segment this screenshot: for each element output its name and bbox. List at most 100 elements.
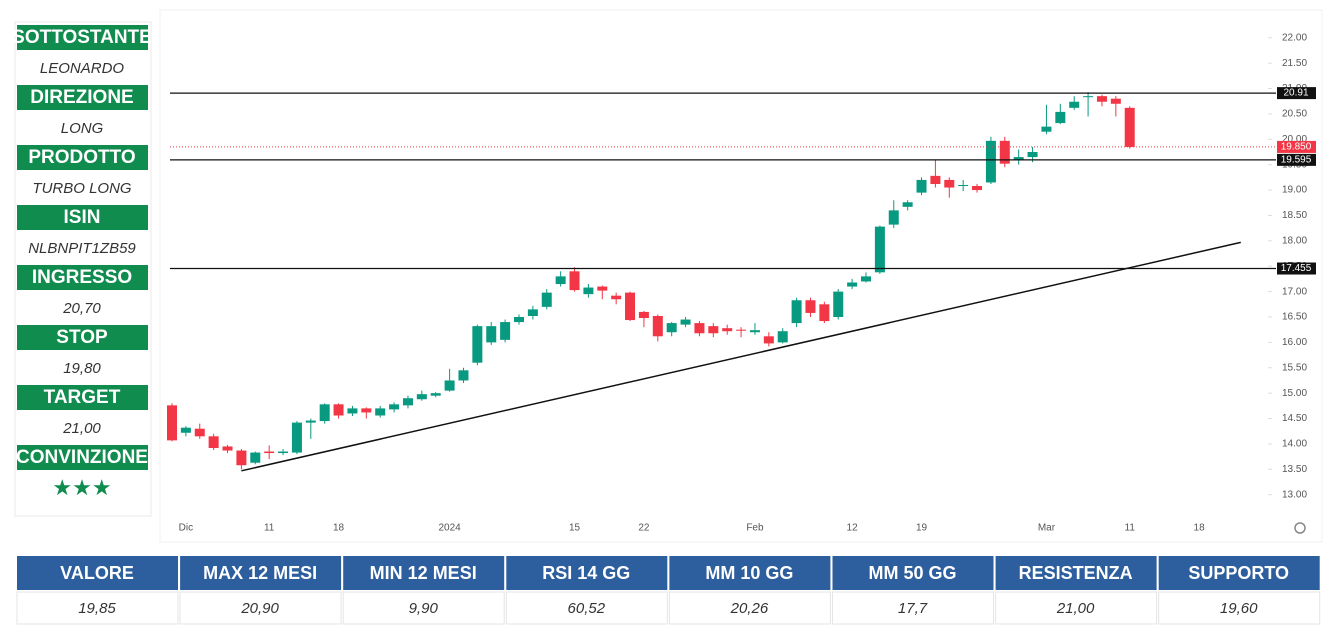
table-value: 17,7 xyxy=(898,600,928,617)
table-cell-bg xyxy=(505,591,668,625)
candle-body xyxy=(430,393,441,396)
candle-body xyxy=(402,398,413,406)
table-value: 60,52 xyxy=(568,600,606,617)
panel-header-bg xyxy=(17,445,148,470)
panel-header-bg xyxy=(17,25,148,50)
panel-label: PRODOTTO xyxy=(28,147,135,168)
table-header-bg xyxy=(832,556,994,590)
table-value: 19,85 xyxy=(78,600,116,617)
level-tag xyxy=(1277,262,1316,275)
candle-body xyxy=(611,295,622,300)
y-tick-label: 14.00 xyxy=(1282,439,1307,450)
x-tick-label: 19 xyxy=(916,523,928,534)
y-tick-label: 17.00 xyxy=(1282,286,1307,297)
table-cell-bg xyxy=(16,591,179,625)
candle-body xyxy=(625,292,636,321)
panel-header-bg xyxy=(17,385,148,410)
candle-body xyxy=(666,323,677,333)
panel-value: 19,80 xyxy=(63,360,101,377)
panel-header-bg xyxy=(17,85,148,110)
panel-value: 20,70 xyxy=(62,300,101,317)
candle-body xyxy=(1041,126,1052,132)
candle-body xyxy=(347,408,358,414)
candle-body xyxy=(888,210,899,225)
candle-body xyxy=(236,450,247,466)
table-value: 19,60 xyxy=(1220,600,1258,617)
level-label: 20.91 xyxy=(1283,88,1308,99)
candle-body xyxy=(1096,96,1107,102)
candle-body xyxy=(375,408,386,416)
candle-body xyxy=(680,319,691,325)
candle-body xyxy=(416,394,427,400)
candle-body xyxy=(597,286,608,291)
table-cell-bg xyxy=(179,591,342,625)
candle-body xyxy=(1013,157,1024,160)
candle-body xyxy=(305,420,316,423)
panel-header-bg xyxy=(17,325,148,350)
candle-body xyxy=(319,404,330,422)
table-header-bg xyxy=(17,556,178,590)
settings-icon[interactable] xyxy=(1294,522,1306,534)
x-tick-label: Dic xyxy=(179,523,193,534)
candle-body xyxy=(861,276,871,282)
table-header-bg xyxy=(506,556,668,590)
candle-body xyxy=(333,404,344,416)
candle-body xyxy=(1055,111,1066,124)
candle-body xyxy=(791,300,802,324)
candle-body xyxy=(583,287,594,295)
y-tick-label: 13.00 xyxy=(1282,489,1307,500)
panel-label: TARGET xyxy=(44,387,121,408)
panel-label: SOTTOSTANTE xyxy=(12,27,152,48)
candle-body xyxy=(1124,107,1135,147)
candle-body xyxy=(472,326,483,363)
table-header-bg xyxy=(669,556,831,590)
level-tag xyxy=(1277,153,1316,166)
candle-body xyxy=(222,446,233,451)
x-tick-label: Feb xyxy=(746,523,764,534)
table-header-bg xyxy=(995,556,1157,590)
table-value: 20,26 xyxy=(730,600,769,617)
candle-body xyxy=(1027,152,1038,158)
level-label: 19.595 xyxy=(1281,155,1312,166)
candle-body xyxy=(777,331,788,343)
y-tick-label: 15.50 xyxy=(1282,362,1307,373)
table-value: 21,00 xyxy=(1056,600,1095,617)
table-cell-bg xyxy=(668,591,831,625)
candle-body xyxy=(444,380,455,391)
table-cell-bg xyxy=(832,591,994,625)
candle-body xyxy=(1069,101,1080,108)
candle-body xyxy=(930,175,941,184)
x-tick-label: 11 xyxy=(264,523,275,534)
y-tick-label: 20.50 xyxy=(1282,109,1307,120)
candle-body xyxy=(722,328,733,332)
candle-body xyxy=(278,451,289,454)
candle-body xyxy=(555,276,566,284)
level-tag xyxy=(1277,87,1316,100)
y-tick-label: 21.50 xyxy=(1282,58,1307,69)
table-header-bg xyxy=(180,556,342,590)
panel-value: LONG xyxy=(61,120,104,137)
panel-value: LEONARDO xyxy=(40,60,125,77)
candle-body xyxy=(638,311,649,319)
candle-body xyxy=(999,140,1010,164)
panel-label: DIREZIONE xyxy=(30,87,133,108)
candle-body xyxy=(208,436,219,448)
table-header: MM 50 GG xyxy=(868,563,956,583)
candle-body xyxy=(972,186,983,191)
candle-body xyxy=(458,370,469,381)
table-header: MIN 12 MESI xyxy=(370,563,477,583)
table-cell-bg xyxy=(995,591,1158,625)
candle-body xyxy=(833,291,844,317)
panel-label: ISIN xyxy=(64,207,101,228)
candle-body xyxy=(527,309,538,316)
candle-body xyxy=(694,323,705,334)
candle-body xyxy=(763,336,774,344)
y-tick-label: 20.00 xyxy=(1282,134,1307,145)
x-tick-label: Mar xyxy=(1038,523,1056,534)
candle-body xyxy=(194,428,205,437)
trendline xyxy=(241,241,1241,472)
candle-body xyxy=(291,422,302,453)
candle-body xyxy=(1110,98,1121,104)
y-tick-label: 16.00 xyxy=(1282,337,1307,348)
